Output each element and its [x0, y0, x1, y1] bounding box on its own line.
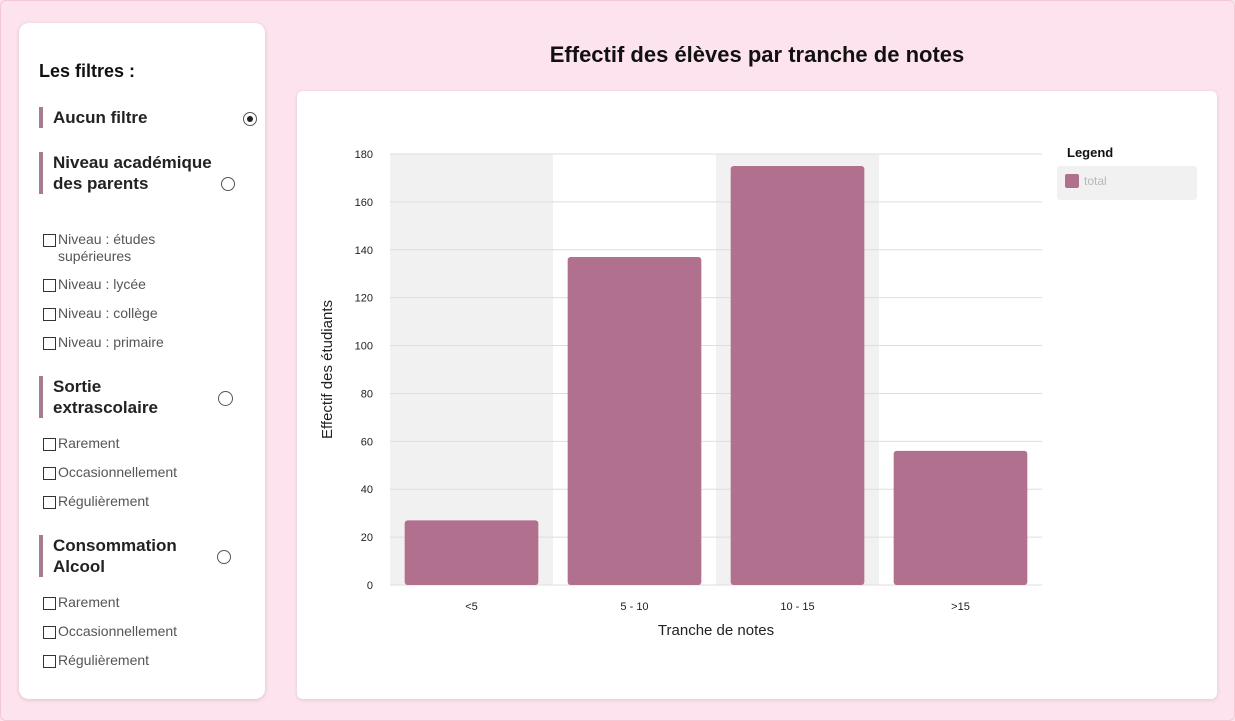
checkbox-label: Niveau : lycée [58, 276, 146, 292]
y-tick-label: 160 [355, 197, 373, 209]
checkbox-row-niveau-primaire[interactable]: Niveau : primaire [43, 334, 164, 351]
legend-item-label: total [1084, 174, 1107, 188]
y-tick-label: 180 [355, 149, 373, 161]
checkbox-row-niveau-lycee[interactable]: Niveau : lycée [43, 276, 146, 293]
chart-title: Effectif des élèves par tranche de notes [549, 42, 965, 67]
filter-niveau-label: Niveau académique des parents [53, 153, 212, 193]
filter-sidebar: Les filtres : Aucun filtre Niveau académ… [19, 23, 265, 699]
filter-section-niveau: Niveau académique des parents [39, 152, 239, 194]
sidebar-title: Les filtres : [39, 61, 136, 81]
checkbox-label: Occasionnellement [58, 464, 178, 480]
y-tick-label: 40 [361, 484, 373, 496]
filter-sortie-header[interactable]: Sortie extrascolaire [39, 376, 233, 418]
checkbox-row-sortie-occasionnellement[interactable]: Occasionnellement [43, 464, 177, 481]
x-tick-label: 5 - 10 [620, 601, 648, 613]
checkbox-label: Régulièrement [58, 493, 150, 509]
bar [404, 520, 539, 585]
filter-section-alcool: Consommation Alcool [39, 535, 239, 577]
filter-niveau-header[interactable]: Niveau académique des parents [39, 152, 235, 194]
y-tick-label: 140 [355, 245, 373, 257]
checkbox-label: Occasionnellement [58, 623, 178, 639]
y-axis-label: Effectif des étudiants [319, 300, 336, 439]
checkbox-label: Niveau : collège [58, 305, 158, 321]
x-tick-label: <5 [465, 601, 478, 613]
filter-sortie-label: Sortie extrascolaire [53, 377, 158, 417]
category-band [390, 154, 553, 585]
checkbox-sortie-rarement[interactable] [43, 438, 56, 451]
checkbox-row-sortie-regulierement[interactable]: Régulièrement [43, 493, 149, 510]
checkbox-niveau-lycee[interactable] [43, 279, 56, 292]
checkbox-row-alcool-rarement[interactable]: Rarement [43, 594, 119, 611]
checkbox-row-niveau-superieures[interactable]: Niveau : études supérieures [43, 231, 193, 265]
checkbox-label: Rarement [58, 435, 120, 451]
y-tick-label: 120 [355, 293, 373, 305]
y-tick-label: 60 [361, 436, 373, 448]
filter-section-sortie: Sortie extrascolaire [39, 376, 239, 418]
filter-aucun-radio[interactable] [243, 112, 257, 126]
checkbox-sortie-occasionnellement[interactable] [43, 467, 56, 480]
x-tick-label: 10 - 15 [780, 601, 814, 613]
filter-aucun-label: Aucun filtre [53, 108, 148, 127]
legend-item-bg [1057, 166, 1197, 200]
filter-niveau-radio[interactable] [221, 177, 235, 191]
checkbox-niveau-college[interactable] [43, 308, 56, 321]
checkbox-label: Rarement [58, 594, 120, 610]
filter-aucun-header[interactable]: Aucun filtre [39, 107, 257, 128]
filter-alcool-radio[interactable] [217, 550, 231, 564]
checkbox-label: Niveau : études supérieures [58, 231, 156, 264]
checkbox-sortie-regulierement[interactable] [43, 496, 56, 509]
checkbox-niveau-superieures[interactable] [43, 234, 56, 247]
bar [730, 165, 865, 585]
chart-card: 0 20 40 60 80 100 120 140 160 180 <5 5 - 10 10 - 15 >… [297, 91, 1217, 699]
checkbox-row-alcool-occasionnellement[interactable]: Occasionnellement [43, 623, 177, 640]
checkbox-alcool-rarement[interactable] [43, 597, 56, 610]
checkbox-niveau-primaire[interactable] [43, 337, 56, 350]
checkbox-row-sortie-rarement[interactable]: Rarement [43, 435, 119, 452]
bar [567, 256, 702, 585]
filter-sortie-radio[interactable] [218, 391, 233, 406]
legend-swatch [1065, 174, 1079, 188]
y-tick-label: 80 [361, 388, 373, 400]
checkbox-row-alcool-regulierement[interactable]: Régulièrement [43, 652, 149, 669]
checkbox-label: Niveau : primaire [58, 334, 164, 350]
filter-section-aucun: Aucun filtre [39, 107, 257, 128]
x-axis-label: Tranche de notes [658, 622, 774, 639]
checkbox-alcool-regulierement[interactable] [43, 655, 56, 668]
filter-alcool-header[interactable]: Consommation Alcool [39, 535, 231, 577]
y-tick-label: 0 [367, 580, 373, 592]
checkbox-label: Régulièrement [58, 652, 150, 668]
checkbox-alcool-occasionnellement[interactable] [43, 626, 56, 639]
legend-title: Legend [1067, 145, 1113, 160]
y-tick-label: 20 [361, 532, 373, 544]
y-tick-label: 100 [355, 341, 373, 353]
filter-alcool-label: Consommation Alcool [53, 536, 177, 576]
bar-chart: 0 20 40 60 80 100 120 140 160 180 <5 5 - 10 10 - 15 >… [319, 145, 1197, 639]
bar [893, 450, 1028, 585]
checkbox-row-niveau-college[interactable]: Niveau : collège [43, 305, 158, 322]
x-tick-label: >15 [951, 601, 970, 613]
